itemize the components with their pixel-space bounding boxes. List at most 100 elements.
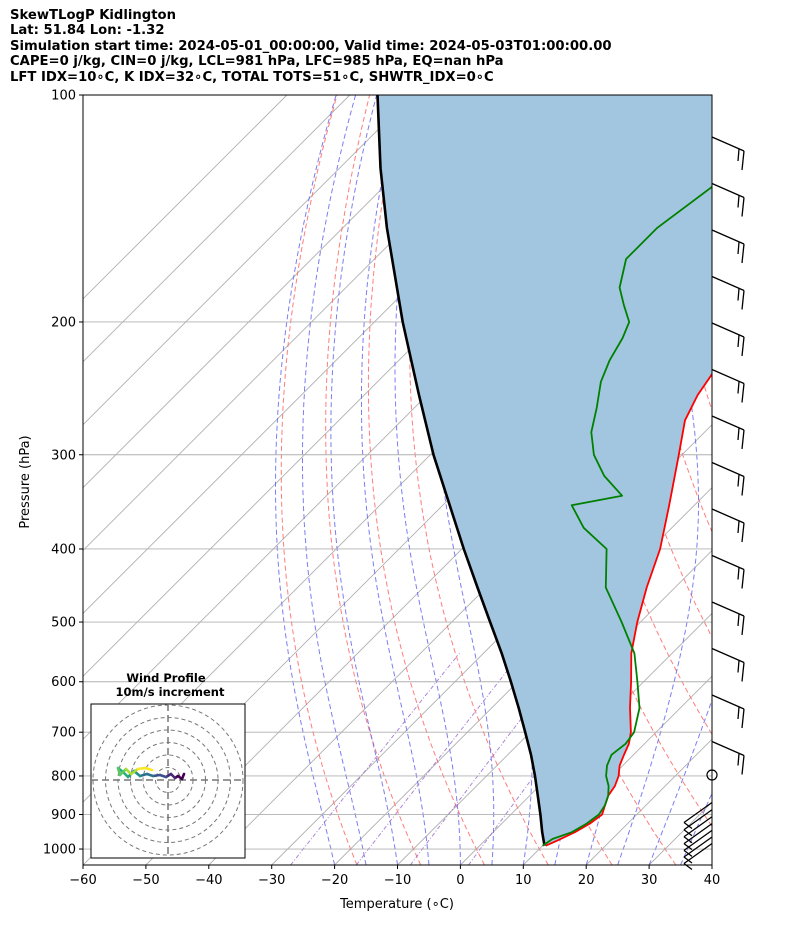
barb-shaft <box>683 801 713 824</box>
barb-flag <box>741 755 745 775</box>
isotherm-line <box>711 864 712 865</box>
y-tick-label: 400 <box>51 542 76 557</box>
x-tick-label: 10 <box>515 873 532 888</box>
cape-shade-area <box>377 95 712 846</box>
calm-wind-circle <box>706 769 718 781</box>
barb-shaft <box>711 275 745 292</box>
barb-flag <box>737 195 740 208</box>
hodograph-rings <box>91 704 245 858</box>
barb-flag <box>683 829 693 837</box>
moist-adiabat-line <box>361 95 430 865</box>
y-axis-ticks: 100 200 300 400 500 600 700 800 900 1000 <box>43 89 83 858</box>
wind-barbs <box>683 136 745 871</box>
barb-shaft <box>711 136 745 152</box>
wind-barb <box>711 694 745 729</box>
barb-shaft <box>711 647 745 664</box>
barb-shaft <box>711 368 745 385</box>
x-tick-label: −50 <box>132 873 159 888</box>
barb-flag <box>741 150 745 171</box>
y-tick-label: 900 <box>51 808 76 823</box>
barb-flag <box>737 567 740 580</box>
x-tick-label: 20 <box>578 873 595 888</box>
wind-barb <box>683 823 713 851</box>
dry-adiabat-line <box>662 95 712 413</box>
x-tick-label: 0 <box>456 873 464 888</box>
isotherm-line <box>522 675 712 865</box>
cape-text: CAPE=0 j/kg, CIN=0 j/kg, LCL=981 hPa, LF… <box>10 54 504 70</box>
barb-flag <box>737 148 740 162</box>
barb-shaft <box>711 740 745 757</box>
x-axis-ticks: −60 −50 −40 −30 −20 −10 0 10 20 30 40 <box>69 865 720 888</box>
dewpoint-profile-line <box>542 185 712 847</box>
moist-adiabat-line <box>275 95 337 865</box>
dry-adiabat-line <box>761 95 794 865</box>
isotherm-line <box>83 95 414 426</box>
y-tick-label: 200 <box>51 315 76 330</box>
barb-flag <box>737 706 740 720</box>
y-tick-label: 600 <box>51 675 76 690</box>
barb-shaft <box>711 508 745 524</box>
barb-shaft <box>683 836 713 858</box>
hodograph-inset: Wind Profile 10m/s increment <box>90 671 246 859</box>
barb-flag <box>737 753 740 766</box>
wind-barb <box>683 816 713 844</box>
parcel-profile-line <box>376 95 546 846</box>
wind-barb <box>711 415 745 450</box>
profile-series <box>376 95 712 847</box>
hodograph-trace-segment <box>143 766 154 772</box>
barb-flag <box>741 243 745 264</box>
time-text: Simulation start time: 2024-05-01_00:00:… <box>10 38 612 54</box>
barb-flag <box>741 708 745 729</box>
barb-flag <box>737 520 740 534</box>
location-text: Lat: 51.84 Lon: -1.32 <box>10 23 165 39</box>
moist-adiabat-line <box>711 863 712 865</box>
barb-flag <box>741 662 745 682</box>
barb-flag <box>737 660 740 673</box>
x-tick-label: −10 <box>384 873 411 888</box>
barb-flag <box>683 843 693 851</box>
x-tick-label: 40 <box>704 873 721 888</box>
barb-shaft <box>711 601 745 617</box>
hodograph-title: Wind Profile <box>126 671 206 685</box>
wind-barb <box>711 554 745 589</box>
x-tick-label: −20 <box>321 873 348 888</box>
moist-adiabat-line <box>302 95 367 865</box>
barb-shaft <box>711 182 745 199</box>
chart-title: SkewTLogP Kidlington <box>10 8 176 23</box>
wind-barb <box>711 647 745 682</box>
mixing-ratio-line <box>355 652 522 865</box>
isotherm-line <box>83 95 476 489</box>
chart-header: SkewTLogP Kidlington Lat: 51.84 Lon: -1.… <box>10 8 612 85</box>
barb-flag <box>737 474 740 487</box>
barb-flag <box>741 336 745 357</box>
barb-shaft <box>711 229 745 245</box>
barb-flag <box>741 569 745 589</box>
wind-barb <box>683 842 713 871</box>
y-axis-label: Pressure (hPa) <box>18 435 33 528</box>
barb-flag <box>737 427 740 441</box>
barb-flag <box>737 613 740 627</box>
barb-shaft <box>683 809 713 831</box>
isotherm-line <box>775 95 794 865</box>
hodograph-trace-segment <box>129 767 140 776</box>
x-tick-label: −40 <box>195 873 222 888</box>
moist-adiabat-line <box>648 698 712 865</box>
hodograph-trace-segment <box>118 767 128 777</box>
barb-shaft <box>683 842 713 865</box>
moist-adiabat-line <box>394 95 461 865</box>
wind-barb <box>711 275 745 310</box>
y-tick-label: 800 <box>51 769 76 784</box>
wind-barb <box>711 601 745 636</box>
barb-shaft <box>711 461 745 478</box>
barb-shaft <box>711 694 745 710</box>
y-tick-label: 100 <box>51 89 76 104</box>
barb-shaft <box>711 554 745 571</box>
barb-flag <box>737 334 740 348</box>
isotherm-line <box>334 486 712 865</box>
barb-flag <box>741 522 745 543</box>
x-tick-label: −30 <box>258 873 285 888</box>
wind-barb <box>711 368 745 403</box>
barb-flag <box>683 836 693 844</box>
wind-barb <box>711 229 745 264</box>
